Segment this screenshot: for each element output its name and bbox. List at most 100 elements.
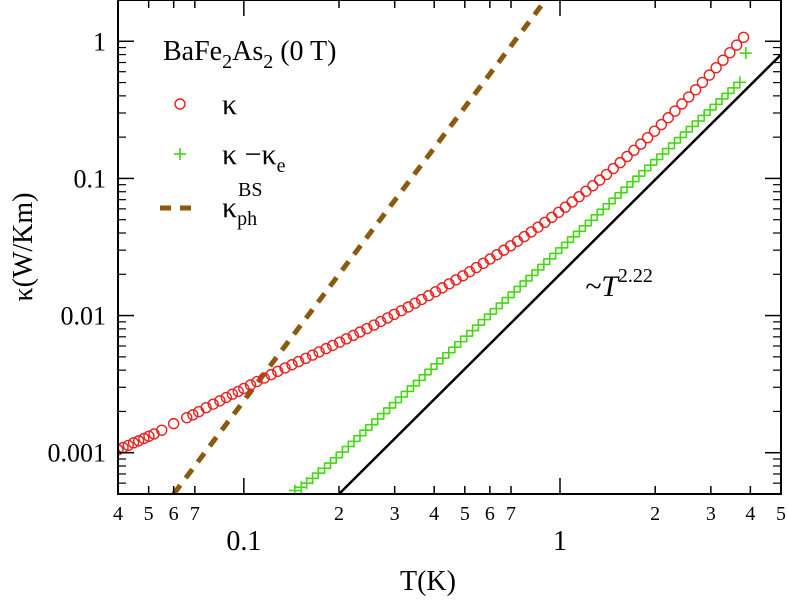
kappa-minus-kappa-e-point: [472, 319, 485, 332]
kappa-point: [614, 156, 626, 169]
kappa-point: [300, 352, 312, 365]
kappa-minus-kappa-e-point: [425, 363, 438, 376]
y-tick-label: 0.001: [48, 439, 107, 468]
kappa-minus-kappa-e-point: [454, 335, 467, 348]
compound-suffix: (0 T): [273, 36, 336, 67]
y-tick-label: 0.01: [61, 302, 107, 331]
kappa-point: [381, 312, 394, 324]
kappa-point: [238, 382, 250, 395]
kappa-point: [361, 322, 373, 335]
kappa-minus-kappa-e-point: [418, 368, 431, 381]
x-minor-tick-label: 7: [190, 503, 200, 525]
kappa-minus-kappa-e-point: [359, 424, 372, 437]
kappa-minus-kappa-e-point: [549, 247, 562, 260]
compound-part1: BaFe: [163, 36, 222, 67]
compound-sub2: 2: [263, 51, 273, 73]
kappa-minus-kappa-e-point: [721, 87, 734, 100]
kappa-point: [600, 168, 613, 181]
kappa-minus-kappa-e-point: [668, 137, 681, 150]
kappa-point: [587, 180, 599, 192]
kappa-point: [156, 424, 168, 436]
x-minor-tick-label: 3: [390, 503, 400, 525]
kappa-point: [683, 91, 695, 103]
kappa-point: [696, 76, 709, 89]
kappa-minus-kappa-e-point: [478, 313, 491, 326]
kappa-point: [187, 409, 199, 421]
kappa-minus-kappa-e-point: [561, 236, 574, 249]
kappa-point: [409, 297, 421, 309]
kappa-minus-kappa-e-point: [662, 142, 675, 155]
kappa-minus-kappa-e-point: [413, 374, 426, 387]
kappa-minus-kappa-e-point: [306, 472, 319, 485]
kappa-minus-kappa-e-point: [466, 324, 479, 337]
kappa-minus-kappa-e-point: [680, 125, 693, 138]
kappa-point: [429, 286, 442, 298]
kappa-point: [546, 211, 558, 223]
compound-label: BaFe2As2 (0 T): [163, 36, 336, 73]
kappa-minus-kappa-e-point: [312, 467, 325, 480]
kappa-minus-kappa-e-point: [716, 92, 729, 105]
kappa-minus-kappa-e-point: [692, 114, 705, 127]
kappa-minus-kappa-e-point: [496, 297, 509, 310]
kappa-minus-kappa-e-point: [591, 208, 604, 221]
power-law-prefix: ~T: [585, 270, 620, 303]
kappa-minus-kappa-e-point: [484, 308, 497, 321]
kappa-minus-kappa-e-point: [324, 457, 337, 470]
kappa-minus-kappa-e-point: [490, 302, 503, 315]
kappa-point: [340, 333, 353, 345]
kappa-point: [648, 125, 661, 137]
kappa-minus-kappa-e-point: [508, 285, 521, 298]
kappa-point: [552, 206, 565, 219]
plot-frame: [117, 0, 782, 495]
y-tick-label: 0.1: [74, 164, 107, 193]
kappa-minus-kappa-e-point: [288, 484, 301, 494]
kappa-point: [200, 401, 212, 414]
compound-sub1: 2: [222, 51, 232, 73]
kappa-point: [306, 349, 319, 361]
x-minor-tick-label: 3: [706, 503, 716, 525]
kappa-minus-kappa-e-point: [573, 225, 586, 238]
kappa-point: [724, 46, 736, 59]
kappa-minus-kappa-e-point: [514, 280, 527, 293]
kappa-minus-kappa-e-point: [318, 462, 331, 475]
kappa-point: [532, 221, 544, 233]
kappa-minus-kappa-e-point: [395, 390, 408, 403]
kappa-point: [607, 162, 620, 175]
kappa-minus-kappa-e-point: [686, 120, 699, 133]
kappa-minus-kappa-e-point: [626, 175, 639, 188]
kappa-point: [220, 391, 232, 404]
kappa-point: [669, 105, 681, 117]
kappa-point: [402, 301, 414, 313]
power-law-exponent: 2.22: [618, 265, 653, 287]
legend-entry: κ −κe: [174, 138, 286, 177]
kappa-point: [347, 329, 360, 342]
power-law-guide-line: [338, 53, 781, 494]
kappa-point: [232, 385, 244, 398]
power-law-annotation: ~T2.22: [585, 265, 653, 303]
kappa-minus-kappa-e-point: [739, 47, 752, 60]
kappa-minus-kappa-e-point: [603, 197, 616, 210]
kappa-point: [122, 439, 134, 452]
kappa-minus-kappa-e-point: [525, 269, 538, 282]
kappa-point: [368, 319, 380, 331]
kappa-point: [320, 342, 332, 355]
kappa-point: [326, 339, 339, 352]
kappa-point: [737, 31, 750, 44]
kappa-minus-kappa-e-point: [371, 413, 384, 426]
kappa-point: [566, 196, 578, 208]
x-major-tick-label: 1: [553, 526, 567, 557]
kappa-point: [292, 355, 305, 368]
kappa-minus-kappa-e-point: [383, 401, 396, 414]
compound-part2: As: [232, 36, 263, 67]
kappa-point: [662, 112, 674, 124]
legend-label: κ −κe: [222, 138, 286, 177]
kappa-point: [118, 444, 124, 456]
legend-marker-plus: [174, 148, 186, 160]
kappa-minus-kappa-e-point: [353, 429, 366, 442]
x-tick-labels: 0.1 14 5 6 7 2 3 4 5 6 7 2 3 4 5: [113, 503, 786, 557]
kappa-point: [689, 84, 702, 96]
kappa-minus-kappa-e-point: [615, 186, 628, 199]
kappa-point: [703, 69, 716, 81]
kappa-minus-kappa-e-point: [698, 109, 711, 122]
kappa-minus-kappa-e-point: [543, 252, 556, 265]
